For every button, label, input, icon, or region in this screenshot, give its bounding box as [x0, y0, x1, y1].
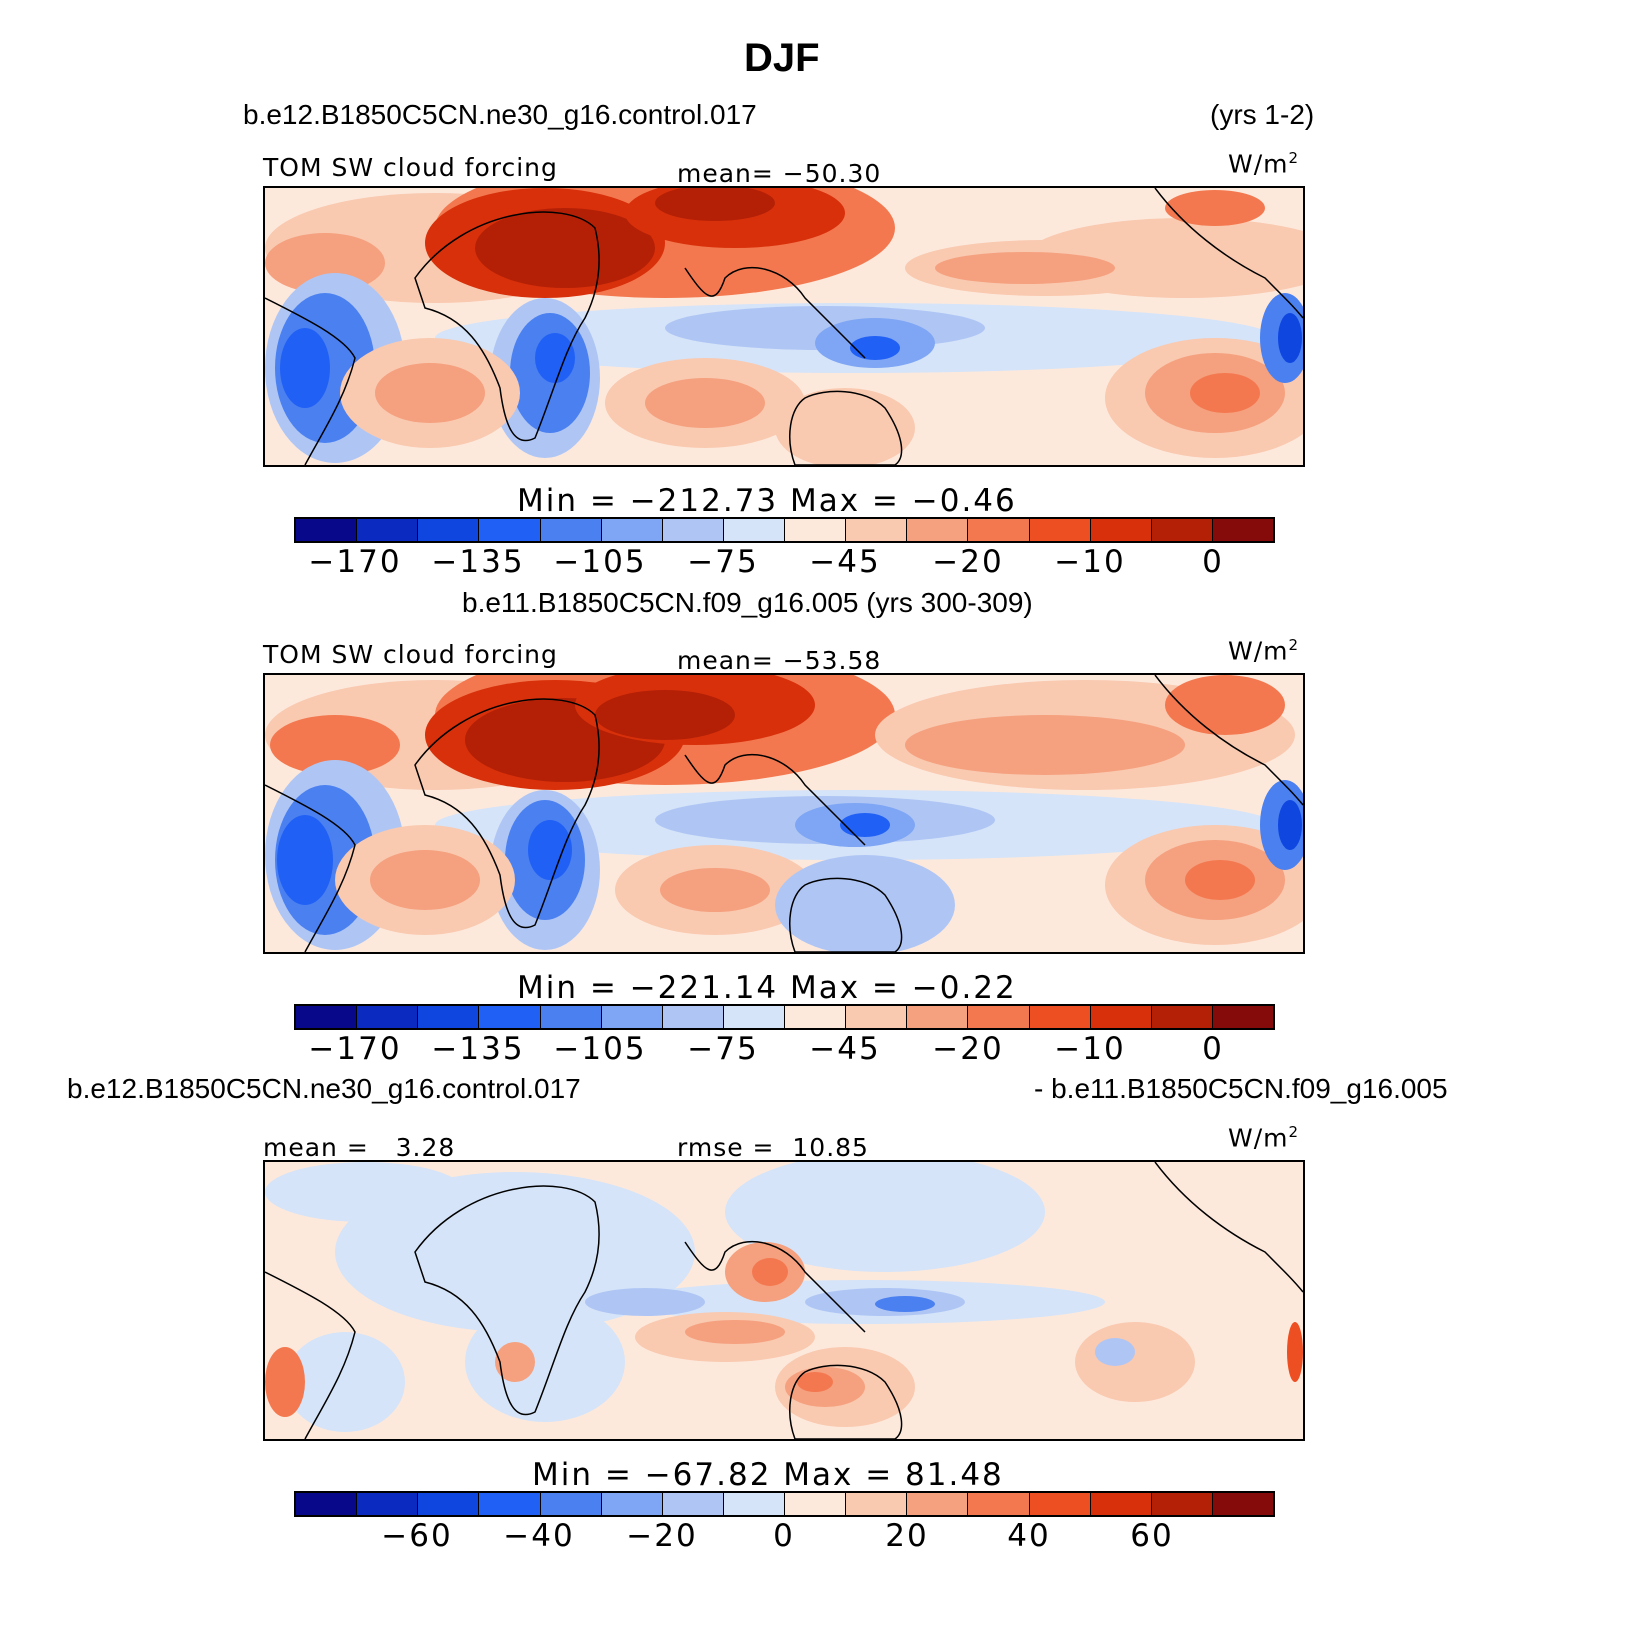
colorbar-swatch [1151, 519, 1213, 541]
colorbar-swatch [601, 519, 663, 541]
colorbar-swatch [540, 1493, 602, 1515]
colorbar-swatch [479, 519, 541, 541]
colorbar-tick: 0 [773, 1518, 795, 1554]
colorbar-tick: −170 [308, 1031, 402, 1067]
panel2-minmax: Min = −221.14 Max = −0.22 [517, 970, 1017, 1006]
colorbar-swatch [723, 1493, 785, 1515]
colorbar-swatch [418, 1006, 480, 1028]
colorbar-swatch [1029, 1493, 1091, 1515]
panel1-map [263, 186, 1305, 467]
colorbar-tick: −45 [809, 1031, 881, 1067]
panel3-units-label: W/m2 [1228, 1123, 1300, 1153]
colorbar-swatch [1151, 1006, 1213, 1028]
panel3-minmax: Min = −67.82 Max = 81.48 [532, 1457, 1004, 1493]
colorbar-tick: −75 [687, 544, 759, 580]
colorbar-tick: −10 [1054, 544, 1126, 580]
colorbar-tick: −105 [553, 1031, 647, 1067]
colorbar-tick: −10 [1054, 1031, 1126, 1067]
panel1-years: (yrs 1-2) [1210, 99, 1315, 130]
colorbar-swatch [1029, 1006, 1091, 1028]
colorbar-swatch [479, 1006, 541, 1028]
colorbar-swatch [418, 1493, 480, 1515]
colorbar-tick: −170 [308, 544, 402, 580]
colorbar-swatch [1090, 519, 1152, 541]
colorbar-swatch [662, 1006, 724, 1028]
colorbar-swatch [907, 519, 969, 541]
colorbar-tick: 0 [1202, 1031, 1224, 1067]
figure-title: DJF [744, 36, 820, 80]
panel1-variable-label: TOM SW cloud forcing [263, 153, 558, 182]
panel1-mean-label: mean= −50.30 [677, 159, 882, 188]
colorbar-swatch [662, 519, 724, 541]
colorbar-swatch [296, 1006, 358, 1028]
colorbar-swatch [785, 1493, 847, 1515]
colorbar-swatch [357, 519, 419, 541]
panel3-rmse-label: rmse = 10.85 [677, 1133, 869, 1162]
colorbar-swatch [540, 519, 602, 541]
colorbar-swatch [1090, 1493, 1152, 1515]
colorbar-swatch [296, 1493, 358, 1515]
colorbar-swatch [1212, 519, 1273, 541]
colorbar-swatch [1212, 1493, 1273, 1515]
panel2-variable-label: TOM SW cloud forcing [263, 640, 558, 669]
panel1-minmax: Min = −212.73 Max = −0.46 [517, 483, 1017, 519]
panel2-mean-label: mean= −53.58 [677, 646, 882, 675]
colorbar-swatch [357, 1493, 419, 1515]
colorbar-tick: −105 [553, 544, 647, 580]
colorbar-swatch [418, 519, 480, 541]
panel2-units-label: W/m2 [1228, 636, 1300, 666]
colorbar-swatch [1090, 1006, 1152, 1028]
colorbar-tick: −60 [381, 1518, 453, 1554]
panel1-units-label: W/m2 [1228, 149, 1300, 179]
colorbar-swatch [723, 519, 785, 541]
colorbar-swatch [785, 1006, 847, 1028]
colorbar-tick: 40 [1007, 1518, 1051, 1554]
panel2-map [263, 673, 1305, 954]
colorbar-swatch [968, 519, 1030, 541]
panel3-colorbar [294, 1491, 1275, 1517]
colorbar-swatch [601, 1006, 663, 1028]
panel1-case-name: b.e12.B1850C5CN.ne30_g16.control.017 [243, 99, 757, 130]
colorbar-swatch [907, 1493, 969, 1515]
colorbar-swatch [846, 1493, 908, 1515]
colorbar-swatch [1029, 519, 1091, 541]
colorbar-tick: −20 [932, 544, 1004, 580]
colorbar-swatch [296, 519, 358, 541]
colorbar-tick: 0 [1202, 544, 1224, 580]
colorbar-tick: −45 [809, 544, 881, 580]
colorbar-swatch [846, 1006, 908, 1028]
colorbar-tick: −20 [932, 1031, 1004, 1067]
panel3-case-name-left: b.e12.B1850C5CN.ne30_g16.control.017 [67, 1073, 581, 1104]
panel1-colorbar [294, 517, 1275, 543]
panel3-mean-label: mean = 3.28 [263, 1133, 456, 1162]
panel2-colorbar [294, 1004, 1275, 1030]
colorbar-swatch [968, 1493, 1030, 1515]
colorbar-swatch [846, 519, 908, 541]
panel3-case-name-right: - b.e11.B1850C5CN.f09_g16.005 [1034, 1073, 1448, 1104]
colorbar-tick: −20 [626, 1518, 698, 1554]
colorbar-swatch [662, 1493, 724, 1515]
colorbar-swatch [907, 1006, 969, 1028]
colorbar-swatch [723, 1006, 785, 1028]
colorbar-tick: 60 [1130, 1518, 1174, 1554]
panel2-case-name: b.e11.B1850C5CN.f09_g16.005 (yrs 300-309… [462, 587, 1033, 618]
colorbar-swatch [1151, 1493, 1213, 1515]
colorbar-swatch [601, 1493, 663, 1515]
colorbar-swatch [357, 1006, 419, 1028]
colorbar-swatch [968, 1006, 1030, 1028]
colorbar-swatch [540, 1006, 602, 1028]
colorbar-tick: 20 [885, 1518, 929, 1554]
colorbar-swatch [785, 519, 847, 541]
colorbar-swatch [479, 1493, 541, 1515]
colorbar-swatch [1212, 1006, 1273, 1028]
colorbar-tick: −75 [687, 1031, 759, 1067]
colorbar-tick: −135 [431, 544, 525, 580]
colorbar-tick: −135 [431, 1031, 525, 1067]
panel3-map [263, 1160, 1305, 1441]
colorbar-tick: −40 [503, 1518, 575, 1554]
